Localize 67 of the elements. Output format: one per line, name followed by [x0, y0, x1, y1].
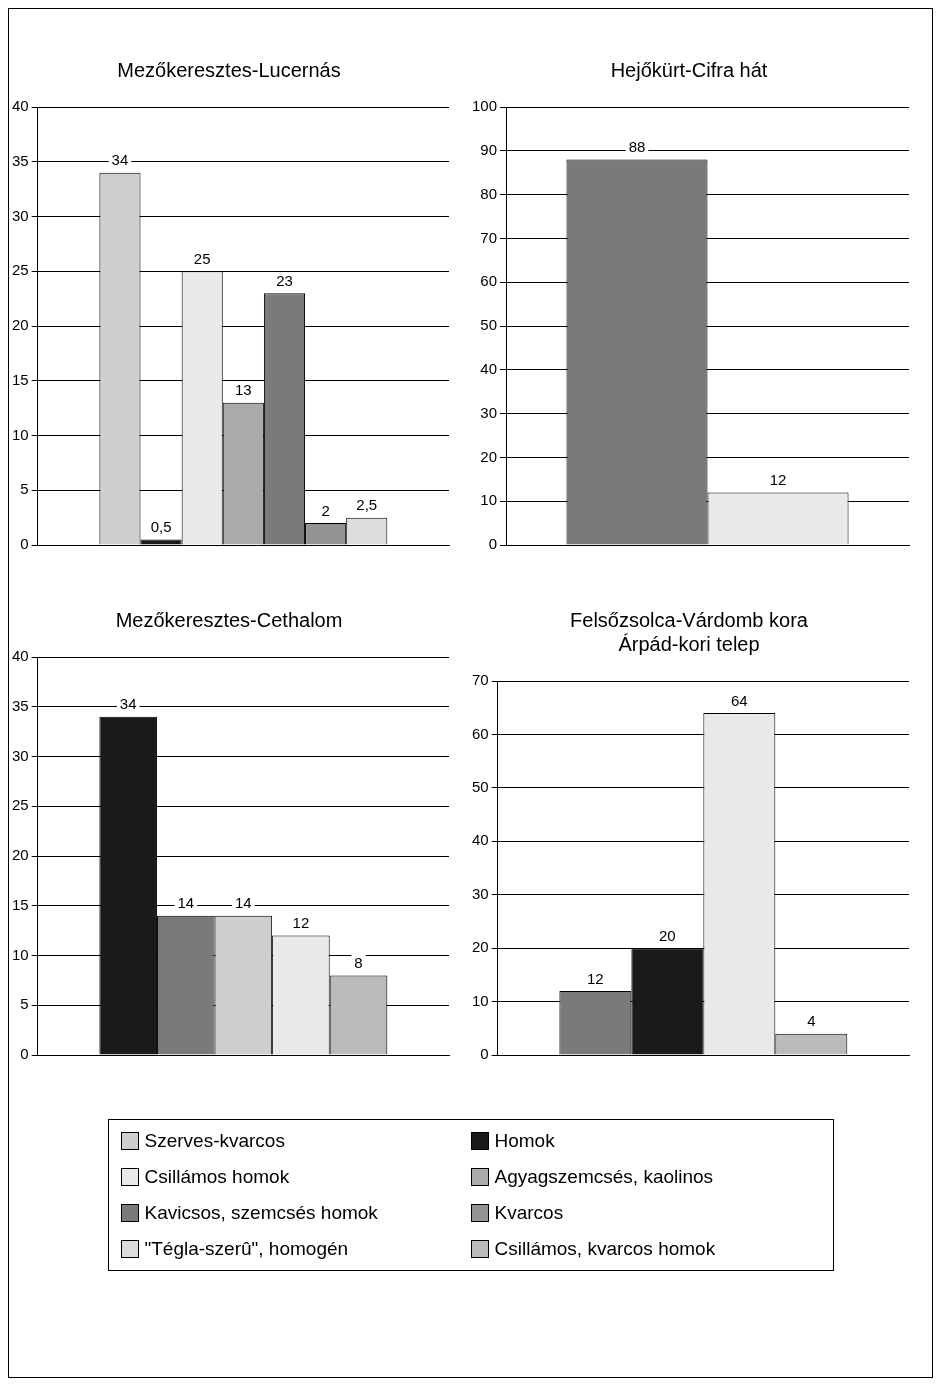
chart-title: Mezőkeresztes-Cethalom — [115, 608, 343, 631]
y-tick-label: 25 — [12, 261, 29, 279]
data-label: 13 — [235, 381, 252, 399]
data-label: 20 — [659, 926, 676, 944]
y-tick-label: 0 — [20, 535, 29, 553]
y-tick-label: 15 — [12, 370, 29, 388]
y-tick-label: 40 — [472, 831, 489, 849]
y-tick-label: 10 — [472, 991, 489, 1009]
chart-title: Hejőkürt-Cifra hát — [610, 58, 768, 81]
legend-label: Homok — [494, 1130, 555, 1152]
y-tick-label: 5 — [20, 480, 29, 498]
y-tick-label: 0 — [20, 1045, 29, 1063]
y-tick-label: 80 — [480, 184, 498, 202]
data-label: 34 — [119, 695, 137, 713]
y-tick-label: 20 — [472, 938, 489, 956]
data-label: 8 — [354, 954, 363, 972]
y-tick-label: 100 — [472, 97, 498, 115]
y-tick-label: 60 — [472, 724, 489, 742]
y-tick-label: 30 — [472, 884, 489, 902]
data-label: 12 — [292, 914, 310, 932]
y-tick-label: 30 — [12, 206, 29, 224]
chart-title: Mezőkeresztes-Lucernás — [117, 58, 341, 81]
y-tick-label: 40 — [12, 647, 29, 665]
y-tick-label: 50 — [480, 316, 498, 334]
data-label: 4 — [807, 1012, 816, 1030]
data-label: 12 — [587, 969, 604, 987]
y-tick-label: 40 — [480, 359, 498, 377]
legend-label: Agyagszemcsés, kaolinos — [494, 1166, 714, 1188]
data-label: 23 — [276, 271, 293, 289]
data-label: 14 — [177, 894, 195, 912]
y-tick-label: 20 — [12, 316, 29, 334]
legend-label: Csillámos homok — [144, 1166, 290, 1188]
data-label: 64 — [730, 691, 748, 709]
y-tick-label: 20 — [12, 846, 29, 864]
legend-label: Kavicsos, szemcsés homok — [144, 1202, 378, 1224]
y-tick-label: 0 — [488, 535, 498, 553]
chart-title: Felsőzsolca-Várdomb kora Árpád-kori telep — [570, 608, 809, 655]
data-label: 14 — [235, 894, 252, 912]
y-tick-label: 70 — [480, 228, 498, 246]
legend-label: Csillámos, kvarcos homok — [494, 1238, 716, 1260]
y-tick-label: 30 — [480, 403, 498, 421]
data-label: 0,5 — [150, 518, 172, 536]
y-tick-label: 0 — [480, 1045, 489, 1063]
y-tick-label: 35 — [12, 696, 29, 714]
data-label: 88 — [628, 138, 646, 156]
y-tick-label: 10 — [12, 945, 29, 963]
data-label: 2 — [321, 501, 330, 519]
y-tick-label: 40 — [12, 97, 29, 115]
y-tick-label: 5 — [20, 995, 29, 1013]
y-tick-label: 50 — [472, 778, 489, 795]
y-tick-label: 70 — [472, 671, 489, 689]
y-tick-label: 35 — [12, 151, 29, 169]
y-tick-label: 30 — [12, 746, 29, 764]
legend-label: Kvarcos — [494, 1202, 564, 1224]
data-label: 12 — [769, 471, 787, 489]
legend-label: Szerves-kvarcos — [144, 1130, 285, 1152]
legend-label: "Tégla-szerû", homogén — [144, 1238, 349, 1260]
data-label: 34 — [111, 151, 129, 169]
y-tick-label: 60 — [480, 272, 498, 290]
y-tick-label: 15 — [12, 895, 29, 913]
y-tick-label: 10 — [12, 425, 29, 443]
y-tick-label: 20 — [480, 447, 498, 465]
y-tick-label: 25 — [12, 796, 29, 814]
y-tick-label: 90 — [480, 140, 498, 158]
data-label: 2,5 — [356, 496, 378, 514]
y-tick-label: 10 — [480, 491, 498, 509]
data-label: 25 — [193, 249, 211, 267]
